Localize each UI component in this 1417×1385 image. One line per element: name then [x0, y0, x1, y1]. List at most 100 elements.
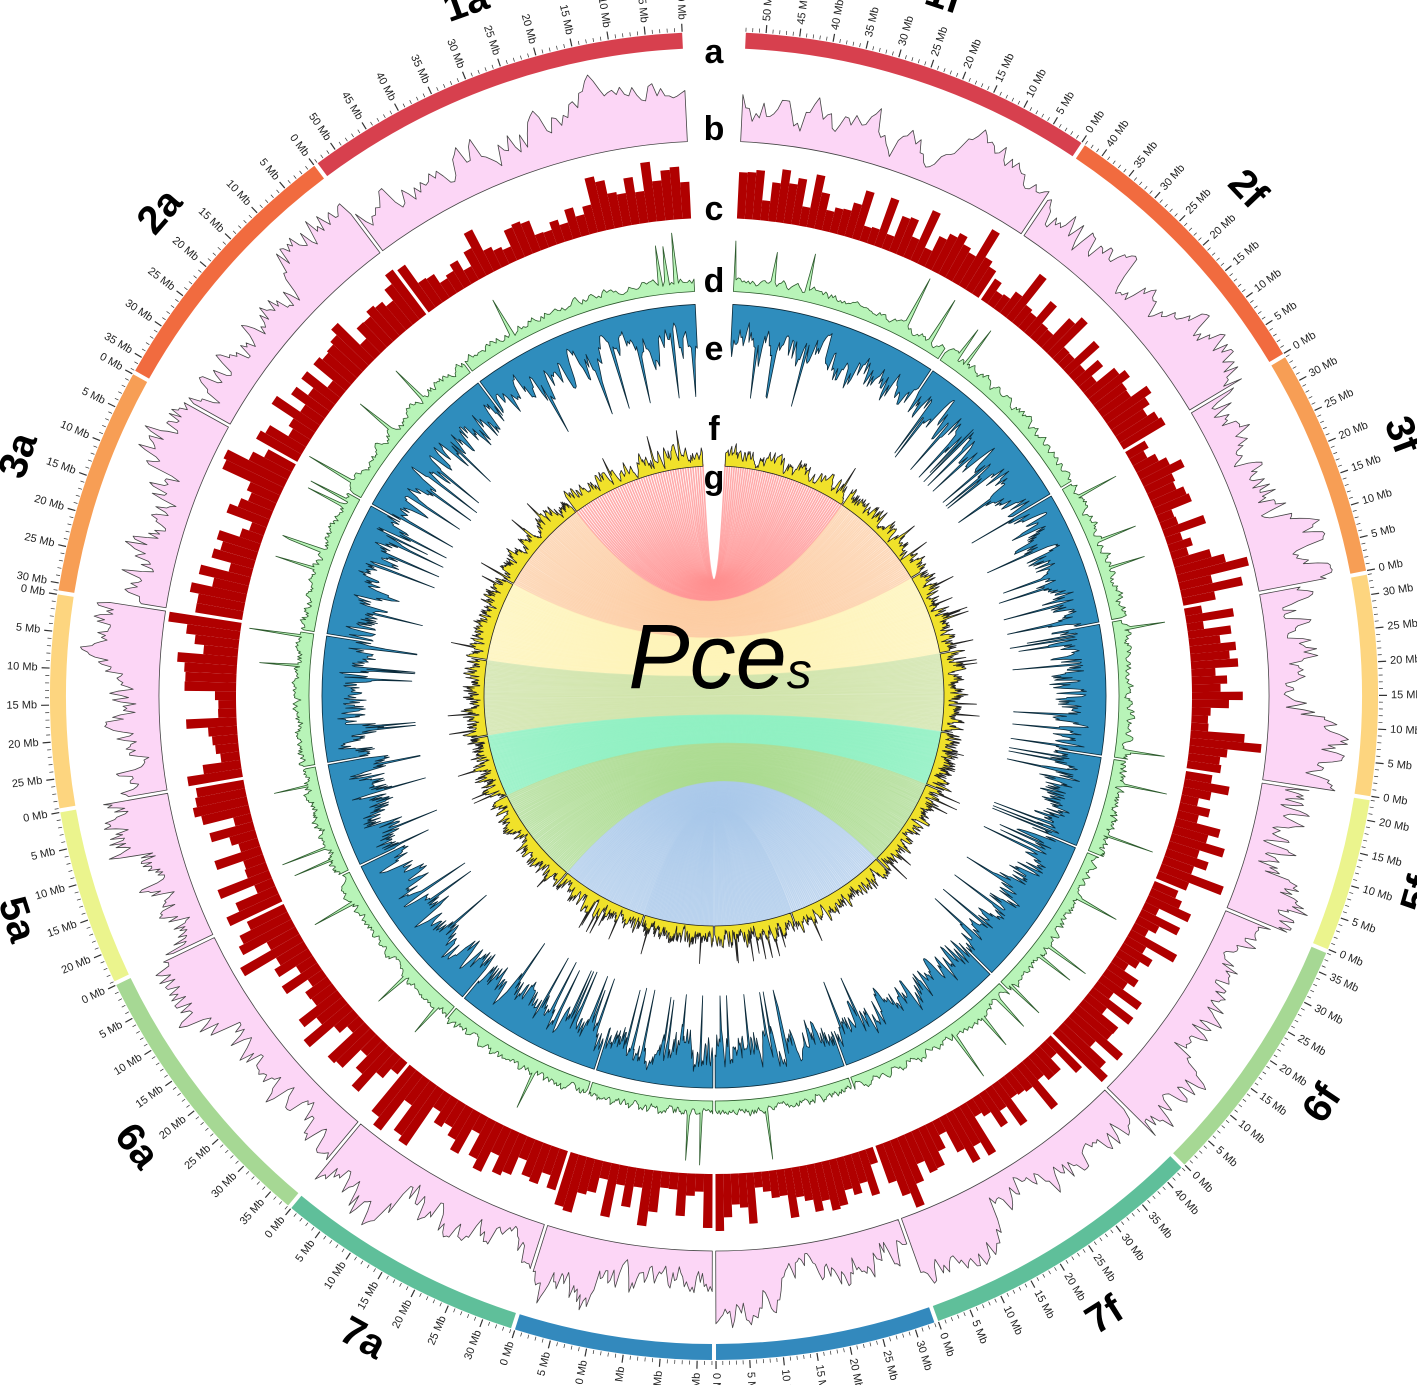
- tick-mark: [402, 103, 406, 108]
- tick-label: 35 Mb: [863, 6, 882, 39]
- tick-mark: [1177, 1172, 1181, 1177]
- ideogram-2a: [135, 165, 325, 379]
- tick-label: 20 Mb: [847, 1357, 865, 1385]
- tick-mark: [1234, 1109, 1238, 1113]
- track-letter-f: f: [708, 410, 720, 448]
- tick-mark: [351, 133, 354, 138]
- tick-mark: [974, 80, 978, 85]
- tick-mark: [643, 26, 646, 35]
- track-c-bar: [1189, 737, 1262, 753]
- tick-mark: [1233, 278, 1238, 282]
- tick-label: 25 Mb: [1184, 186, 1214, 216]
- track-e-6f: [934, 824, 1076, 974]
- track-c-bar: [449, 1109, 481, 1154]
- track-c-bar: [186, 717, 237, 729]
- tick-mark: [64, 855, 69, 858]
- tick-mark: [270, 194, 274, 199]
- track-c-bar: [1156, 509, 1175, 523]
- track-c-bar: [945, 244, 972, 282]
- tick-mark: [1284, 1037, 1289, 1041]
- track-e-7f: [823, 940, 991, 1066]
- tick-mark: [1269, 1060, 1278, 1066]
- tick-mark: [1353, 879, 1358, 881]
- tick-mark: [1093, 1241, 1097, 1246]
- tick-mark: [162, 317, 166, 321]
- track-c-bar: [218, 708, 237, 718]
- track-c-bar: [307, 387, 336, 412]
- track-c-bar: [266, 926, 300, 951]
- track-d-2a: [309, 363, 471, 499]
- tick-mark: [46, 778, 55, 781]
- tick-mark: [165, 1080, 173, 1087]
- track-c-bar: [1190, 722, 1209, 732]
- tick-mark: [232, 230, 237, 234]
- track-e-8a: [596, 987, 714, 1089]
- tick-mark: [917, 59, 920, 64]
- tick-mark: [1351, 885, 1360, 889]
- track-c-bar: [1083, 993, 1108, 1015]
- track-c-bar: [322, 352, 357, 385]
- track-c-bar: [978, 1089, 1008, 1128]
- tick-mark: [164, 1074, 168, 1078]
- tick-mark: [1370, 800, 1375, 802]
- synteny-link: [532, 764, 906, 843]
- tick-mark: [1169, 208, 1173, 212]
- tick-label: 25 Mb: [929, 25, 950, 58]
- track-c-bar: [426, 273, 450, 303]
- track-f-2f: [842, 489, 927, 578]
- synteny-link: [559, 778, 884, 870]
- tick-mark: [1250, 1087, 1258, 1094]
- tick-mark: [1257, 311, 1262, 314]
- track-c-bar: [858, 1149, 881, 1196]
- track-c-bar: [483, 246, 502, 272]
- track-c-bar: [888, 215, 911, 255]
- tick-mark: [511, 1330, 516, 1339]
- tick-mark: [1133, 177, 1138, 181]
- synteny-link: [643, 805, 792, 918]
- track-c-bar: [244, 862, 269, 879]
- tick-mark: [81, 912, 86, 915]
- track-c-bar: [1024, 300, 1057, 338]
- track-c-bar: [1138, 908, 1181, 936]
- tick-mark: [219, 1144, 224, 1148]
- tick-mark: [320, 154, 324, 159]
- tick-mark: [1335, 458, 1340, 461]
- tick-mark: [335, 1244, 339, 1249]
- tick-mark: [108, 411, 113, 414]
- track-c-bar: [336, 1028, 377, 1068]
- track-c-bar: [586, 1158, 604, 1193]
- tick-mark: [93, 954, 102, 959]
- tick-mark: [981, 83, 984, 88]
- track-c-bar: [938, 233, 968, 278]
- tick-mark: [456, 78, 459, 83]
- track-c-bar: [463, 248, 487, 280]
- tick-mark: [484, 67, 487, 72]
- tick-label: 50 Mb: [761, 0, 775, 22]
- tick-mark: [869, 1342, 872, 1347]
- tick-label: 5 Mb: [1213, 1144, 1239, 1169]
- tick-label: 10 Mb: [322, 1259, 349, 1291]
- tick-mark: [1224, 265, 1232, 272]
- tick-mark: [419, 1292, 422, 1297]
- tick-mark: [914, 1329, 919, 1338]
- tick-mark: [1291, 1025, 1295, 1029]
- track-c-bar: [1191, 714, 1209, 724]
- tick-mark: [1295, 372, 1300, 375]
- tick-mark: [224, 233, 232, 240]
- track-c-bar: [393, 1080, 438, 1136]
- center-title-subscript: s: [787, 643, 812, 699]
- tick-mark: [943, 68, 946, 73]
- track-c-bar: [836, 208, 852, 237]
- track-c-bar: [1012, 304, 1033, 328]
- track-c-bar: [897, 1134, 925, 1184]
- tick-mark: [816, 1352, 819, 1361]
- tick-mark: [1041, 113, 1044, 118]
- track-c-bar: [298, 989, 343, 1028]
- track-d-6f: [1000, 852, 1117, 1014]
- track-c-bar: [798, 206, 811, 228]
- tick-mark: [556, 1342, 558, 1347]
- track-c-bar: [229, 829, 258, 846]
- tick-mark: [1054, 1267, 1057, 1271]
- tick-mark: [1112, 160, 1116, 165]
